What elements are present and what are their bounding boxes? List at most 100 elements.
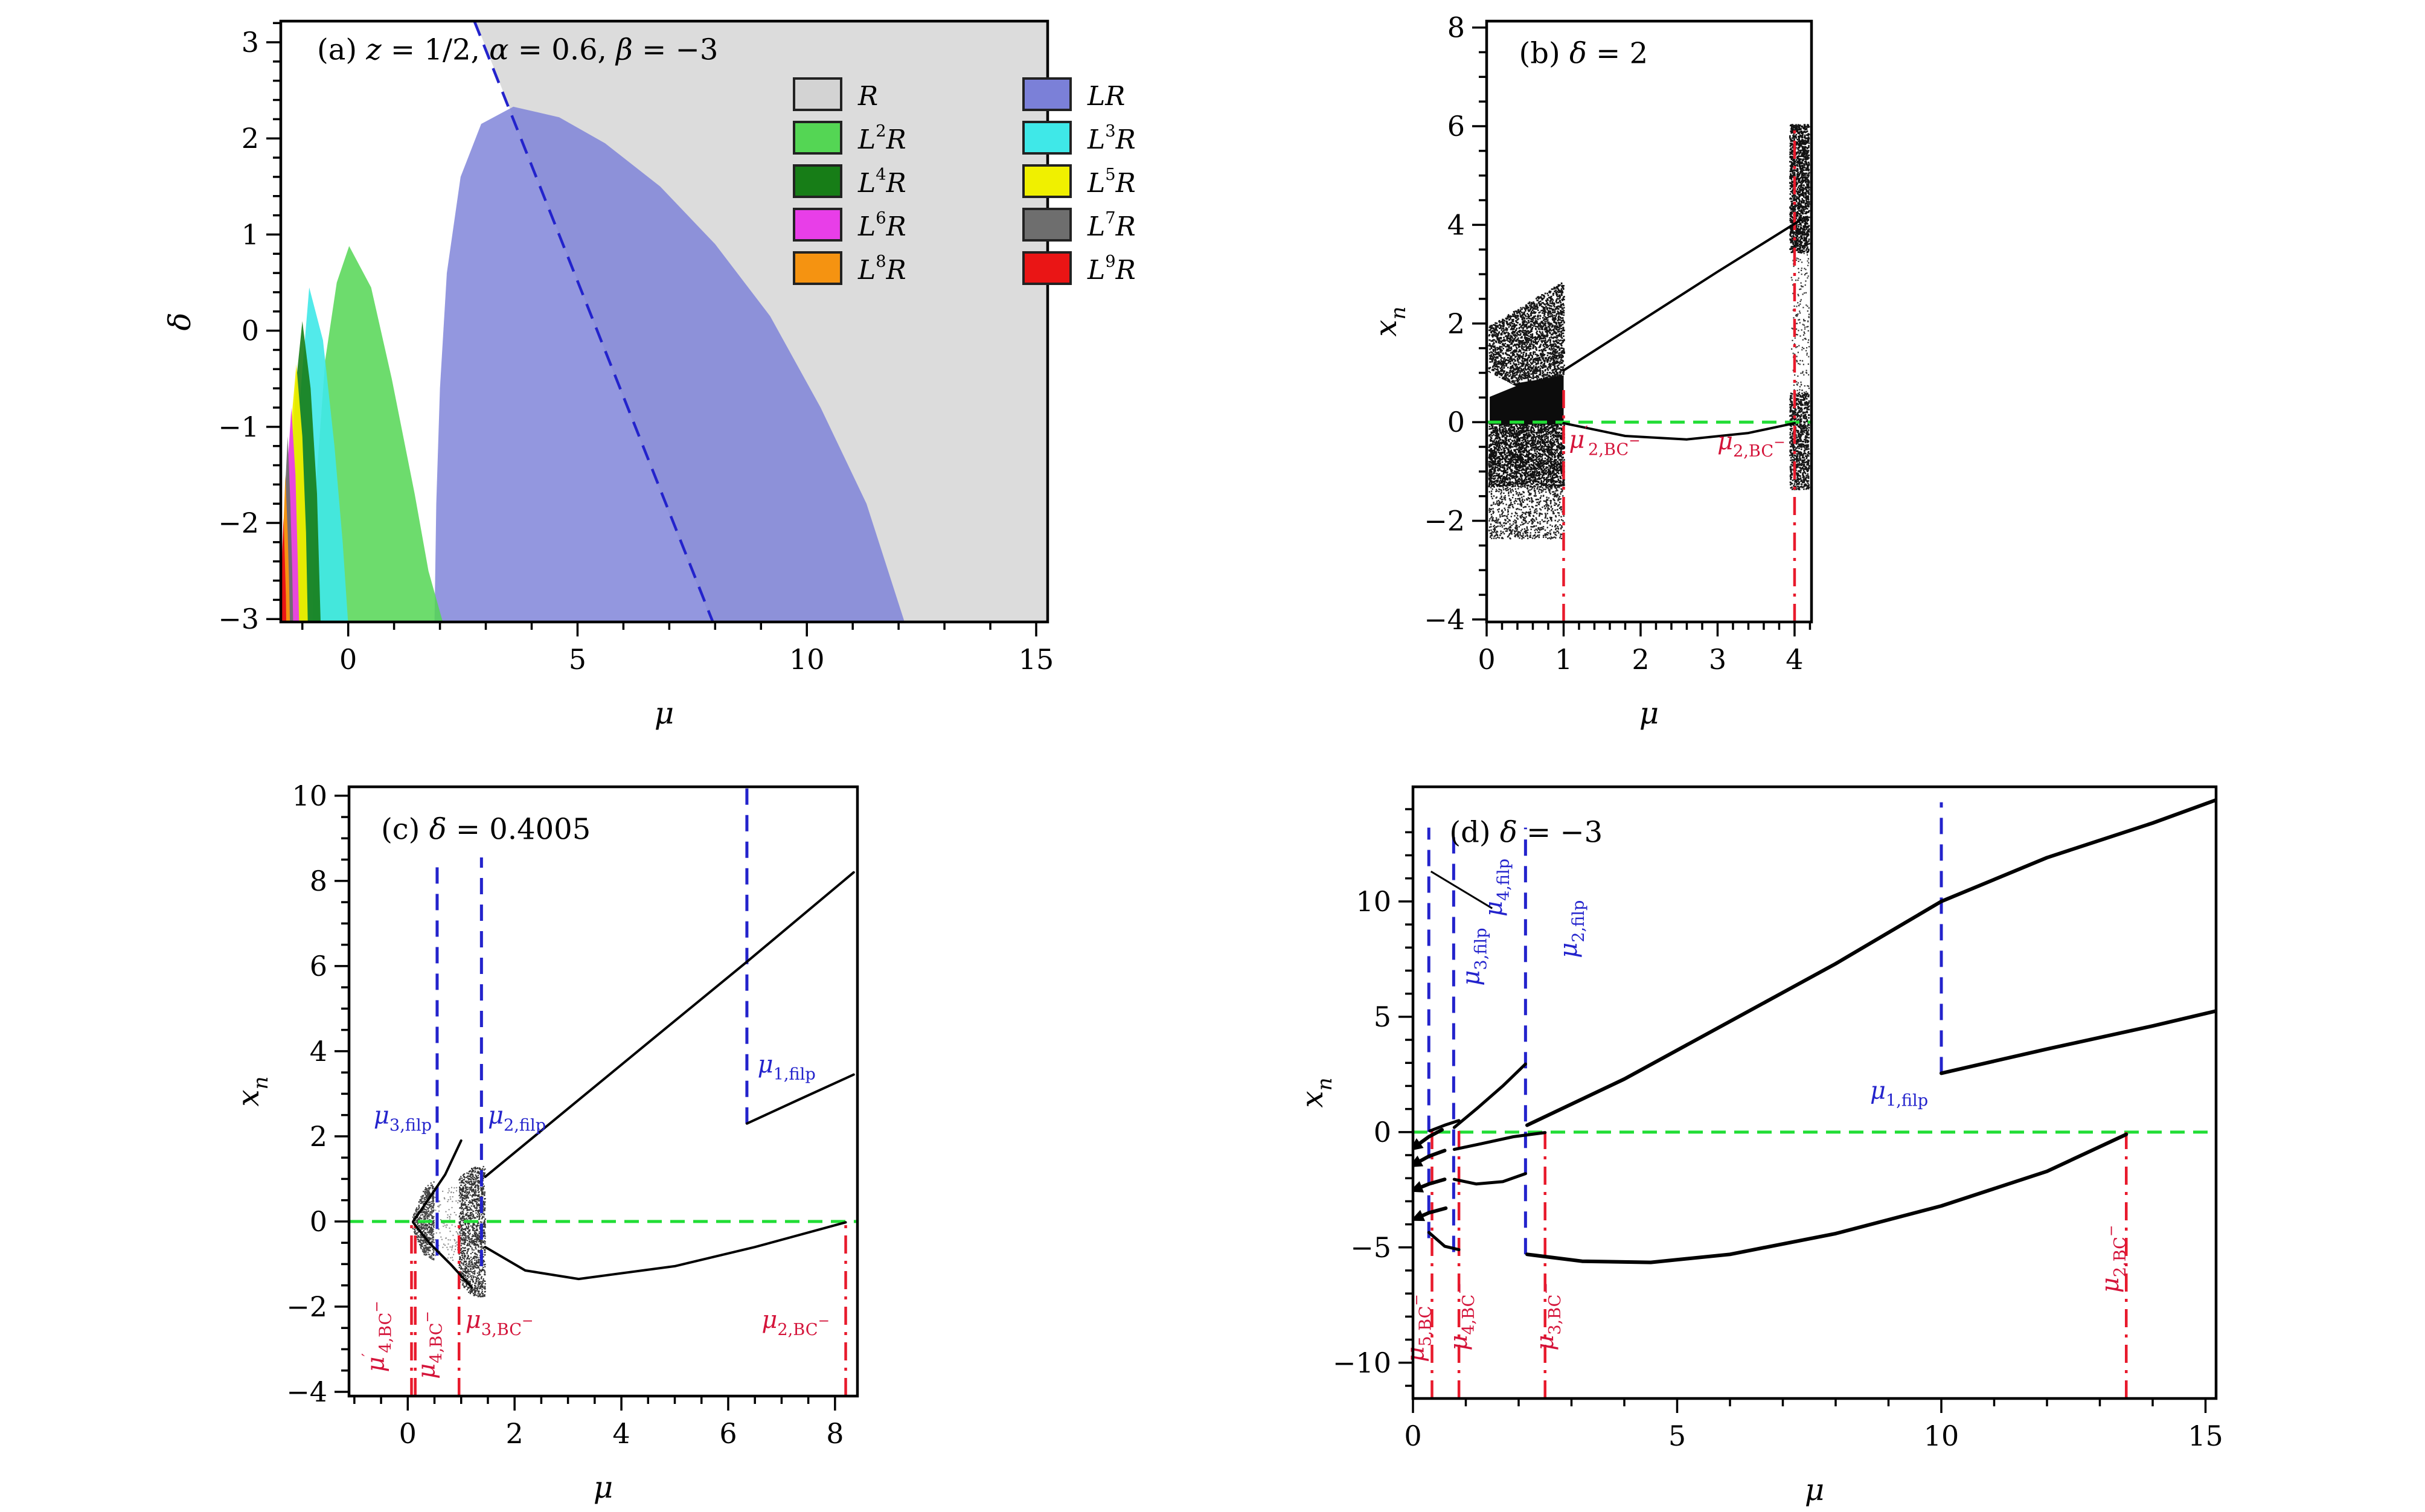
y-tick-label: 4: [310, 1035, 327, 1068]
branch-curve-d-9: [1414, 1148, 1447, 1165]
mu-prime-4-bc-label: μ′4,BC−: [359, 1301, 395, 1372]
chaos-speckle-b-3: [1789, 124, 1810, 254]
branch-curve-d-5: [1452, 1172, 1527, 1186]
y-tick-label: −10: [1333, 1347, 1391, 1379]
legend-swatch-L8R: [793, 251, 842, 285]
legend-label-LR: LR: [1087, 81, 1125, 112]
x-tick-label: 4: [1786, 643, 1803, 676]
legend-swatch-L9R: [1022, 251, 1072, 285]
axes-frame: [347, 785, 859, 1398]
plot-area-c: [349, 787, 857, 1396]
y-tick-label: 2: [310, 1120, 327, 1153]
x-axis-label-b: μ: [1639, 696, 1659, 731]
x-tick-label: 0: [339, 643, 357, 676]
label-callout: [1430, 870, 1493, 909]
y-tick-label: 8: [1447, 11, 1465, 44]
y-tick-label: 0: [310, 1205, 327, 1238]
y-tick-label: 0: [242, 315, 259, 347]
y-tick-label: 10: [1356, 885, 1391, 918]
y-tick-label: 2: [1447, 307, 1465, 340]
chaos-speckle-c-1: [458, 1165, 486, 1298]
legend-label-L8R: L8R: [857, 252, 906, 286]
x-tick-label: 5: [569, 643, 586, 676]
y-axis-label-c: xn: [231, 1076, 273, 1106]
mu-2-filp-label: μ2,filp: [1555, 900, 1588, 958]
y-tick-label: 6: [1447, 110, 1465, 143]
legend-swatch-R: [793, 77, 842, 111]
x-tick-label: 2: [506, 1417, 524, 1450]
legend-label-L4R: L4R: [857, 165, 906, 199]
mu-1-filp-label: μ1,filp: [1870, 1077, 1928, 1110]
panel-title-d: (d) δ = −3: [1449, 816, 1603, 850]
branch-curve-c-4: [484, 1221, 847, 1281]
mu-4-filp-label: μ4,filp: [1480, 859, 1513, 917]
region-L9R: [281, 518, 287, 622]
legend-swatch-L2R: [793, 121, 842, 155]
branch-curve-b-1: [1562, 421, 1796, 441]
mu-2-bc-label: μ2,BC−: [2097, 1225, 2130, 1293]
mu-3-filp-label: μ3,filp: [1457, 927, 1490, 985]
mu-2-filp-label: μ2,filp: [488, 1102, 546, 1135]
mu-1-filp-label: μ1,filp: [758, 1051, 816, 1084]
y-tick-label: 4: [1447, 208, 1465, 241]
branch-curve-d-4: [1452, 1131, 1547, 1151]
y-tick-label: −2: [1424, 505, 1465, 537]
x-tick-label: 0: [399, 1417, 417, 1450]
chaos-speckle-b-0: [1488, 282, 1565, 388]
mu-3-bc-label: μ3,BC−: [466, 1306, 534, 1339]
legend-swatch-L5R: [1022, 164, 1072, 198]
panel-b: μ′2,BC− μ2,BC− 0 1 2 3 4 −4 −2 0 2 4 6 8 (b) δ = 2 μ xn: [1368, 11, 1813, 731]
x-tick-label: 8: [826, 1417, 844, 1450]
y-axis-label-d: xn: [1295, 1077, 1337, 1107]
panel-title-b: (b) δ = 2: [1519, 36, 1648, 70]
region-L2R: [312, 246, 443, 622]
x-tick-label: 3: [1709, 643, 1726, 676]
mu-4-bc-label: μ4,BC−: [1445, 1283, 1478, 1351]
branch-curve-c-0: [412, 1139, 463, 1223]
branch-arrowhead: [1413, 1209, 1426, 1222]
panel-d: μ4,filp μ3,filp μ2,filp μ1,filp μ5,BC− μ4,BC−…: [1295, 785, 2223, 1507]
legend-swatch-LR: [1022, 77, 1072, 111]
mu-3-filp-label: μ3,filp: [374, 1102, 432, 1135]
y-tick-label: 8: [310, 865, 327, 897]
panel-title-c: (c) δ = 0.4005: [381, 813, 591, 847]
x-tick-label: 10: [1924, 1420, 1959, 1452]
legend-label-L2R: L2R: [857, 122, 906, 155]
x-tick-label: 10: [789, 643, 825, 676]
branch-curve-d-0: [1525, 798, 2216, 1127]
mu-3-bc-label: μ3,BC−: [1531, 1283, 1565, 1351]
x-axis-label-a: μ: [655, 696, 674, 731]
axes-frame: [1411, 785, 2218, 1400]
legend-swatch-L6R: [793, 208, 842, 242]
branch-curve-c-1: [412, 1221, 473, 1289]
y-tick-label: 1: [242, 218, 259, 251]
y-tick-label: −5: [1350, 1231, 1391, 1264]
x-axis-label-c: μ: [594, 1470, 613, 1505]
x-axis-label-d: μ: [1805, 1472, 1825, 1507]
y-axis-label-b: xn: [1368, 306, 1411, 336]
plot-area-b: [1487, 124, 1812, 622]
branch-curve-d-3: [1452, 1062, 1527, 1129]
legend-label-L3R: L3R: [1087, 122, 1136, 155]
panel-c: μ3,filp μ2,filp μ1,filp μ′4,BC− μ4,BC− μ3,BC−…: [231, 780, 859, 1505]
axes-frame: [279, 19, 1049, 624]
y-tick-label: 6: [310, 950, 327, 982]
branch-curve-d-8: [1414, 1128, 1444, 1148]
y-tick-label: −2: [286, 1290, 327, 1323]
legend: R L2R L4R L6R L8R LR L3R L5R L7R L9R: [793, 77, 1136, 286]
x-tick-label: 2: [1632, 643, 1649, 676]
legend-label-R: R: [857, 81, 878, 112]
y-tick-label: −3: [218, 603, 259, 635]
legend-label-L6R: L6R: [857, 209, 906, 242]
branch-curve-c-2: [484, 871, 855, 1178]
branch-curve-d-6: [1427, 1231, 1461, 1252]
legend-swatch-L3R: [1022, 121, 1072, 155]
mu-2-bc-label: μ2,BC−: [1717, 428, 1786, 461]
x-tick-label: 5: [1668, 1420, 1686, 1452]
y-tick-label: 2: [242, 122, 259, 155]
branch-arrowhead: [1413, 1138, 1424, 1150]
x-tick-label: 15: [1019, 643, 1054, 676]
chaos-speckle-b-4: [1789, 392, 1810, 490]
chaos-speckle-b-5: [1790, 252, 1810, 393]
branch-curve-b-0: [1562, 219, 1802, 372]
